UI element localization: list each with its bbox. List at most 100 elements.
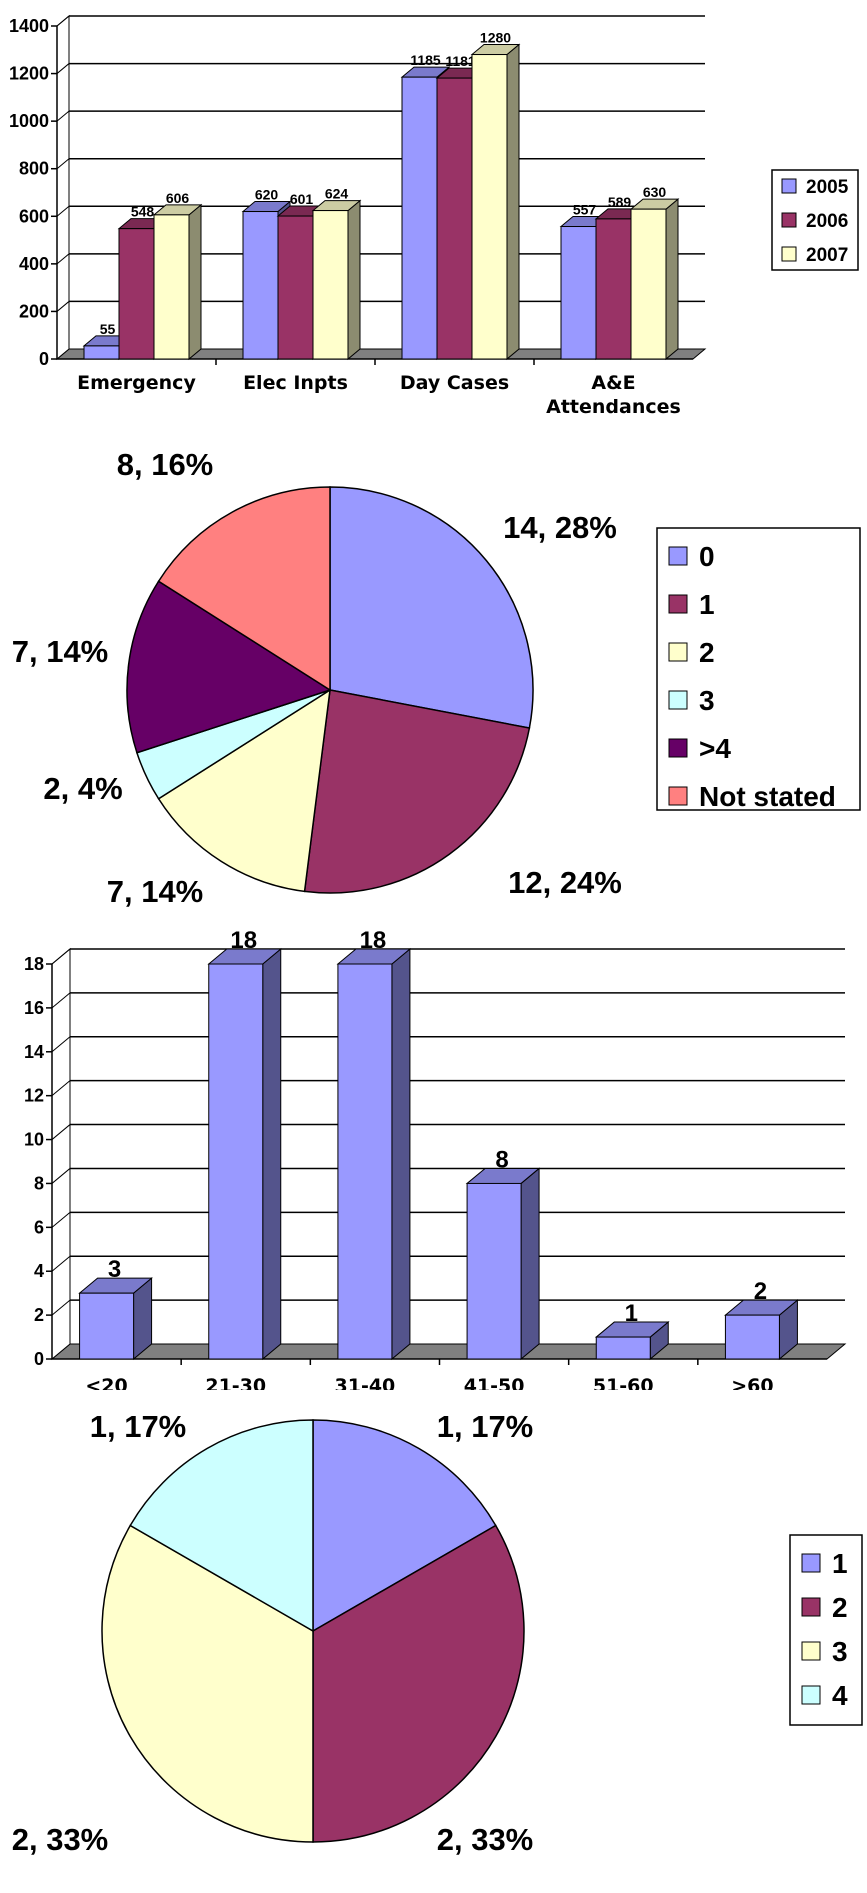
data-label: 620 [255, 187, 279, 203]
y-tick-label: 10 [24, 1130, 44, 1150]
legend-swatch [801, 1597, 821, 1617]
y-tick-label: 800 [19, 159, 49, 179]
data-label: 601 [290, 191, 314, 207]
pie-slice-Not stated [157, 486, 331, 692]
y-tick-label: 0 [34, 1349, 44, 1369]
legend-box [789, 1534, 863, 1726]
y-tick-label: 14 [24, 1042, 44, 1062]
gridline-diag [56, 158, 70, 170]
chart-left-wall [56, 14, 70, 361]
pie-slice-3 [101, 1524, 314, 1843]
gridline-diag [51, 1080, 71, 1097]
bar-2 [336, 947, 412, 1361]
x-category-label: 21-30 [205, 1375, 266, 1390]
legend-label: Not stated [699, 781, 836, 812]
y-tick-label: 0 [39, 349, 49, 369]
gridline-diag [51, 948, 71, 965]
y-tick-label: 4 [34, 1261, 44, 1281]
legend-swatch [781, 212, 797, 228]
x-category-label: >60 [731, 1375, 773, 1390]
x-category-label: Attendances [546, 396, 681, 418]
y-tick-label: 1200 [9, 64, 49, 84]
y-tick-label: 2 [34, 1305, 44, 1325]
pie-data-label: 12, 24% [508, 865, 622, 900]
gridline-diag [56, 63, 70, 74]
y-tick-label: 8 [34, 1173, 44, 1193]
data-label: 2 [754, 1278, 767, 1305]
bar-2007-2 [470, 43, 521, 361]
y-tick-label: 6 [34, 1217, 44, 1237]
legend-label: 3 [699, 685, 715, 716]
gridline-diag [51, 1168, 71, 1184]
pie-data-label: 2, 33% [12, 1822, 109, 1857]
bar-5 [724, 1299, 799, 1361]
y-tick-label: 18 [24, 954, 44, 974]
gridline-diag [51, 1255, 71, 1272]
gridline-diag [56, 110, 70, 122]
x-category-label: Day Cases [400, 372, 509, 394]
hospital-activity-bar-chart: 0 200 400 600 800 1000 1200 1400 55 548 606 Emergen… [9, 14, 859, 418]
bar-2007-0 [152, 203, 203, 361]
pie-data-label: 1, 17% [90, 1409, 187, 1444]
legend-swatch [668, 786, 688, 806]
bar-3 [465, 1167, 541, 1361]
legend-swatch [781, 178, 797, 194]
y-tick-label: 600 [19, 206, 49, 226]
pie-slice->4 [126, 580, 332, 754]
gridline-diag [51, 1299, 71, 1316]
x-category-label: Emergency [77, 372, 196, 394]
data-label: 1 [625, 1300, 638, 1327]
pie-chart-b: 1, 17% 2, 33% 2, 33% 1, 17% 1 2 3 4 [12, 1409, 863, 1857]
y-tick-label: 16 [24, 998, 44, 1018]
data-label: 606 [166, 190, 190, 206]
legend-box [656, 527, 861, 811]
pie-data-label: 7, 14% [12, 634, 109, 669]
pie-data-label: 1, 17% [437, 1409, 534, 1444]
legend-label: 1 [699, 589, 715, 620]
data-label: 3 [108, 1256, 121, 1283]
gridline-diag [56, 205, 70, 217]
data-label: 630 [643, 184, 667, 200]
chart-left-wall [51, 947, 71, 1361]
pie-slice-4 [129, 1419, 314, 1633]
data-label: 1181 [445, 53, 476, 69]
pie-slice-2 [312, 1524, 525, 1843]
pie-data-label: 2, 33% [437, 1822, 534, 1857]
data-label: 1280 [480, 30, 511, 46]
y-tick-label: 400 [19, 254, 49, 274]
pie-data-label: 8, 16% [117, 447, 214, 482]
y-tick-label: 12 [24, 1086, 44, 1106]
legend-swatch [668, 642, 688, 662]
data-label: 55 [100, 321, 116, 337]
legend-swatch [781, 246, 797, 262]
pie-slice-1 [312, 1419, 497, 1633]
x-category-label: 41-50 [464, 1375, 525, 1390]
data-label: 557 [573, 202, 597, 218]
legend-label: 2006 [806, 211, 848, 232]
gridline-diag [51, 1036, 71, 1053]
legend-label: 2 [832, 1592, 848, 1623]
legend-label: 3 [832, 1636, 848, 1667]
data-label: 548 [131, 204, 155, 220]
legend-swatch [668, 738, 688, 758]
data-label: 18 [360, 927, 387, 954]
legend-swatch [668, 594, 688, 614]
data-label: 624 [325, 186, 349, 202]
y-tick-label: 200 [19, 301, 49, 321]
legend-label: 2 [699, 637, 715, 668]
x-category-label: <20 [85, 1375, 127, 1390]
y-tick-label: 1000 [9, 111, 49, 131]
gridline-diag [51, 992, 71, 1009]
pie-data-label: 2, 4% [43, 771, 122, 806]
bar-1 [207, 947, 283, 1361]
x-category-label: 51-60 [593, 1375, 654, 1390]
bar-2007-3 [629, 198, 680, 361]
y-tick-label: 1400 [9, 16, 49, 36]
age-group-bar-chart: 0246810121416183<201821-301831-40841-501… [24, 927, 847, 1390]
pie-data-label: 14, 28% [503, 510, 617, 545]
bar-2007-1 [311, 199, 362, 361]
bar-0 [78, 1277, 153, 1361]
legend-label: >4 [699, 733, 731, 764]
bar-4 [594, 1320, 670, 1361]
pie-data-label: 7, 14% [107, 874, 204, 909]
